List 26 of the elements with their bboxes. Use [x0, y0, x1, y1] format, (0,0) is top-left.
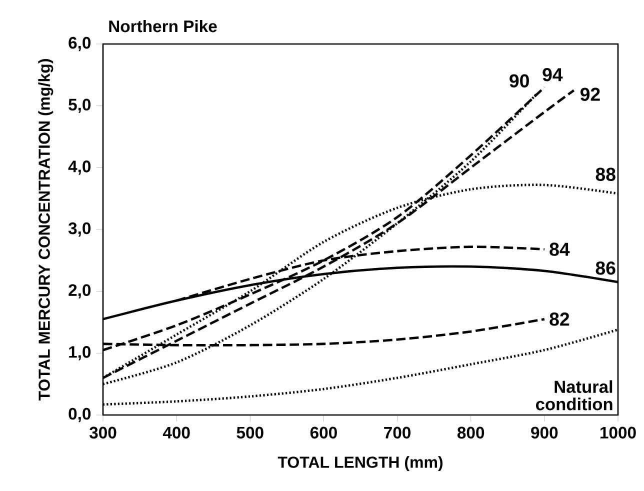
x-tick-label: 900	[531, 426, 558, 439]
y-axis-title: TOTAL MERCURY CONCENTRATION (mg/kg)	[38, 59, 54, 401]
x-tick-label: 800	[457, 426, 484, 439]
x-tick-label: 700	[384, 426, 410, 439]
y-tick-label: 5,0	[68, 98, 91, 113]
series-label: Natural condition	[536, 380, 612, 410]
y-tick-label: 0,0	[68, 408, 91, 422]
x-tick-label: 400	[162, 426, 190, 439]
y-tick-label: 4,0	[68, 160, 91, 175]
series-label: 90	[510, 74, 529, 88]
series-label: 82	[550, 312, 570, 326]
y-tick-label: 3,0	[68, 222, 91, 237]
y-tick-label: 1,0	[69, 346, 91, 360]
series-label: 94	[542, 68, 563, 82]
series-label: 92	[580, 88, 600, 101]
x-axis-title: TOTAL LENGTH (mm)	[278, 456, 443, 472]
series-label: 86	[596, 261, 616, 275]
y-tick-label: 6,0	[68, 36, 91, 52]
series-label: 88	[596, 168, 616, 181]
y-tick-label: 2,0	[68, 284, 91, 298]
x-tick-label: 300	[89, 426, 116, 439]
series-label: 84	[550, 242, 570, 256]
x-tick-label: 500	[236, 426, 264, 439]
chart-title: Northern Pike	[109, 20, 217, 32]
x-tick-label: 600	[310, 426, 337, 439]
x-tick-label: 1000	[600, 426, 636, 439]
